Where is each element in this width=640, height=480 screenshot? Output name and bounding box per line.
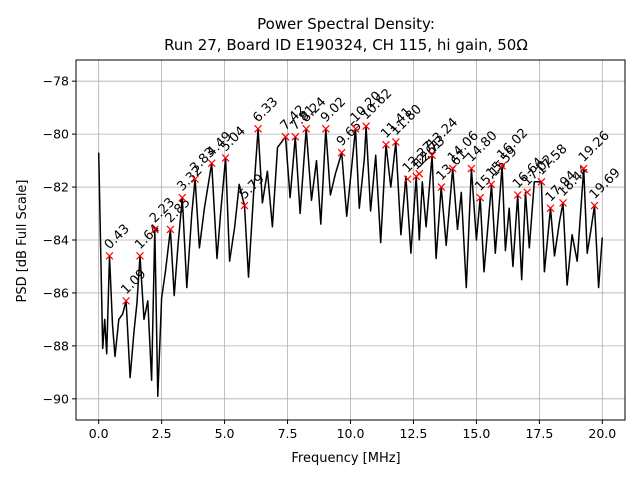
peak-marker-stroke: [166, 225, 175, 234]
peak-marker: [428, 151, 437, 160]
peak-marker-stroke: [448, 164, 457, 173]
peak-marker-stroke: [291, 132, 300, 141]
peak-marker: [321, 124, 330, 133]
peak-marker-stroke: [321, 124, 330, 133]
grid: [76, 60, 625, 420]
peak-marker-stroke: [382, 140, 390, 149]
peak-marker: [498, 161, 507, 170]
peak-marker-stroke: [150, 225, 159, 234]
y-tick-label: −90: [43, 391, 69, 406]
x-tick-label: 7.5: [278, 426, 298, 441]
peak-marker: [476, 193, 485, 202]
peak-marker-stroke: [498, 161, 507, 170]
peak-marker-stroke: [467, 164, 476, 173]
y-tick-label: −84: [43, 233, 69, 248]
peak-marker: [362, 122, 371, 131]
peak-marker-stroke: [391, 138, 400, 146]
x-tick-label: 12.5: [400, 426, 428, 441]
peak-marker-stroke: [579, 164, 588, 173]
peak-marker: [513, 191, 522, 199]
peak-marker: [403, 175, 412, 184]
peak-marker: [105, 251, 114, 260]
x-tick-label: 20.0: [588, 426, 616, 441]
peak-marker-stroke: [476, 193, 485, 202]
peak-marker-stroke: [437, 183, 446, 191]
peak-marker-stroke: [513, 191, 522, 199]
x-tick-label: 2.5: [152, 426, 172, 441]
y-tick-label: −80: [43, 127, 69, 142]
peak-marker: [136, 251, 144, 260]
peak-marker: [254, 124, 263, 133]
peak-marker-stroke: [403, 175, 412, 184]
peak-marker-stroke: [362, 122, 371, 131]
peak-marker-stroke: [523, 188, 532, 197]
y-tick-label: −82: [43, 180, 69, 195]
peak-marker: [391, 138, 400, 146]
peak-marker: [351, 124, 360, 133]
peak-marker: [221, 154, 230, 162]
peak-marker-stroke: [221, 154, 230, 162]
peak-marker: [150, 225, 159, 234]
peak-marker-stroke: [428, 151, 437, 160]
peak-marker: [559, 199, 567, 207]
peak-marker: [302, 124, 311, 133]
peak-marker-stroke: [559, 199, 567, 207]
x-tick-label: 17.5: [525, 426, 553, 441]
x-tick-label: 0.0: [89, 426, 109, 441]
axis-ticks: 0.0 2.5 5.0 7.5 10.0 12.5 15.0 17.5 20.0 −90 −88 −8…: [43, 74, 617, 441]
peak-marker-stroke: [590, 201, 599, 210]
peak-marker-stroke: [178, 193, 187, 202]
peak-marker-stroke: [337, 148, 346, 157]
peak-marker-stroke: [122, 296, 131, 305]
peak-marker: [166, 225, 175, 234]
peak-marker-stroke: [105, 251, 114, 260]
x-tick-label: 15.0: [462, 426, 490, 441]
y-tick-label: −88: [43, 338, 69, 353]
peak-marker-stroke: [351, 124, 360, 133]
peak-marker-stroke: [191, 175, 200, 184]
peak-marker-stroke: [487, 180, 496, 189]
y-tick-label: −86: [43, 285, 69, 300]
peak-marker: [590, 201, 599, 210]
chart-title-line2: Run 27, Board ID E190324, CH 115, hi gai…: [164, 36, 528, 54]
peak-marker: [240, 201, 249, 210]
peak-marker: [467, 164, 476, 173]
peak-marker: [281, 132, 290, 141]
peak-marker: [178, 193, 187, 202]
x-tick-label: 5.0: [215, 426, 235, 441]
peak-marker: [415, 169, 424, 178]
peak-marker: [382, 140, 390, 149]
peak-marker: [337, 148, 346, 157]
peak-marker: [207, 159, 216, 168]
peak-marker: [546, 204, 555, 213]
peak-marker-stroke: [254, 124, 263, 133]
peak-marker: [579, 164, 588, 173]
peak-marker: [291, 132, 300, 141]
peak-marker: [537, 177, 546, 186]
peak-marker: [191, 175, 200, 184]
y-axis-label: PSD [dB Full Scale]: [15, 179, 30, 302]
peak-marker-stroke: [281, 132, 290, 141]
peak-marker: [448, 164, 457, 173]
peak-marker: [122, 296, 131, 305]
peak-marker: [523, 188, 532, 197]
peak-marker-stroke: [136, 251, 144, 260]
peak-marker-stroke: [537, 177, 546, 186]
peak-marker-stroke: [207, 159, 216, 168]
peak-marker-stroke: [240, 201, 249, 210]
chart-title-line1: Power Spectral Density:: [257, 15, 435, 33]
x-axis-label: Frequency [MHz]: [291, 451, 400, 466]
x-tick-label: 10.0: [337, 426, 365, 441]
peak-marker: [437, 183, 446, 191]
peak-marker-stroke: [546, 204, 555, 213]
peak-marker-stroke: [302, 124, 311, 133]
peak-marker: [487, 180, 496, 189]
peak-marker-stroke: [415, 169, 424, 178]
y-tick-label: −78: [43, 74, 69, 89]
